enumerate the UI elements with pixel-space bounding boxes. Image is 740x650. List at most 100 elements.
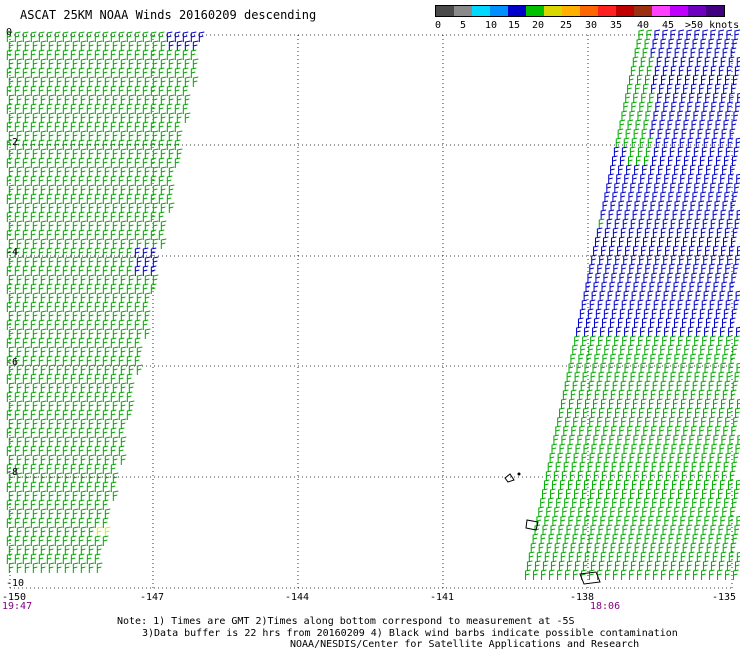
wind-barb xyxy=(734,335,740,346)
wind-barb xyxy=(78,319,85,330)
wind-barb xyxy=(72,238,79,249)
wind-barb xyxy=(728,56,735,67)
wind-barb xyxy=(32,526,39,537)
wind-barb xyxy=(96,220,103,231)
wind-barb xyxy=(24,166,31,177)
wind-barb xyxy=(72,310,79,321)
wind-barb xyxy=(24,112,31,123)
wind-barb xyxy=(666,47,673,58)
wind-barb xyxy=(22,49,29,60)
wind-barb xyxy=(701,452,708,463)
wind-barb xyxy=(78,211,85,222)
wind-barb xyxy=(78,121,85,132)
wind-barb xyxy=(705,128,712,139)
wind-barb xyxy=(676,380,683,391)
wind-barb xyxy=(62,265,69,276)
wind-barb xyxy=(641,317,648,328)
wind-barb xyxy=(88,382,95,393)
wind-barb xyxy=(594,389,601,400)
wind-barb xyxy=(94,301,101,312)
wind-barb xyxy=(38,391,45,402)
wind-barb xyxy=(582,560,589,571)
wind-barb xyxy=(651,83,657,94)
wind-barb xyxy=(72,202,79,213)
wind-barb xyxy=(674,542,681,553)
wind-barb xyxy=(62,373,69,384)
wind-barb xyxy=(634,164,640,175)
wind-barb xyxy=(661,74,667,85)
wind-barb xyxy=(583,290,590,301)
wind-barb xyxy=(685,416,691,427)
wind-barb xyxy=(633,245,639,256)
wind-barb xyxy=(630,182,636,193)
wind-barb xyxy=(596,344,602,355)
wind-barb xyxy=(166,67,173,78)
wind-barb xyxy=(38,283,45,294)
wind-barb xyxy=(689,434,695,445)
wind-barb xyxy=(16,472,23,483)
wind-barb xyxy=(735,479,740,490)
wind-barb xyxy=(24,76,31,87)
wind-barb xyxy=(54,265,61,276)
wind-barb xyxy=(94,85,101,96)
wind-barb xyxy=(88,544,95,555)
wind-barb xyxy=(690,542,697,553)
wind-barb xyxy=(613,146,620,157)
wind-barb xyxy=(580,497,586,508)
wind-barb xyxy=(664,56,671,67)
wind-barb xyxy=(634,236,641,247)
wind-barb xyxy=(654,182,660,193)
wind-barb xyxy=(30,319,37,330)
wind-barb xyxy=(86,445,93,456)
wind-barb xyxy=(650,47,657,58)
wind-barb xyxy=(168,148,175,159)
wind-barb xyxy=(582,335,588,346)
wind-barb xyxy=(671,137,678,148)
wind-barb xyxy=(648,551,655,562)
wind-barb xyxy=(54,319,61,330)
wind-barb xyxy=(591,254,597,265)
wind-barb xyxy=(614,182,620,193)
wind-barb xyxy=(725,569,731,580)
wind-barb xyxy=(730,200,737,211)
wind-barb xyxy=(640,56,647,67)
wind-barb xyxy=(86,31,93,42)
wind-barb-map xyxy=(6,29,740,589)
wind-barb xyxy=(112,220,119,231)
wind-barb xyxy=(102,427,109,438)
wind-barb xyxy=(160,184,167,195)
wind-barb xyxy=(54,553,61,564)
wind-barb xyxy=(568,362,575,373)
wind-barb xyxy=(692,497,698,508)
wind-barb xyxy=(677,299,684,310)
wind-barb xyxy=(585,434,591,445)
wind-barb xyxy=(38,445,45,456)
wind-barb xyxy=(78,85,85,96)
wind-barb xyxy=(88,490,95,501)
wind-barb xyxy=(569,434,575,445)
wind-barb xyxy=(722,200,729,211)
wind-barb xyxy=(134,301,141,312)
wind-barb xyxy=(30,463,37,474)
wind-barb xyxy=(86,247,93,258)
wind-barb xyxy=(631,254,637,265)
wind-barb xyxy=(676,191,683,202)
wind-barb xyxy=(56,238,63,249)
wind-barb xyxy=(641,128,648,139)
wind-barb xyxy=(136,292,143,303)
wind-barb xyxy=(714,353,721,364)
wind-barb xyxy=(32,400,39,411)
wind-barb xyxy=(595,425,601,436)
wind-barb xyxy=(134,319,141,330)
wind-barb xyxy=(150,229,157,240)
wind-barb xyxy=(32,292,39,303)
wind-barb xyxy=(575,443,582,454)
wind-barb xyxy=(22,427,29,438)
wind-barb xyxy=(732,533,739,544)
wind-barb xyxy=(182,85,189,96)
wind-barb xyxy=(572,344,578,355)
wind-barb xyxy=(699,425,705,436)
wind-barb xyxy=(588,380,595,391)
wind-barb xyxy=(102,481,109,492)
wind-barb xyxy=(649,128,656,139)
